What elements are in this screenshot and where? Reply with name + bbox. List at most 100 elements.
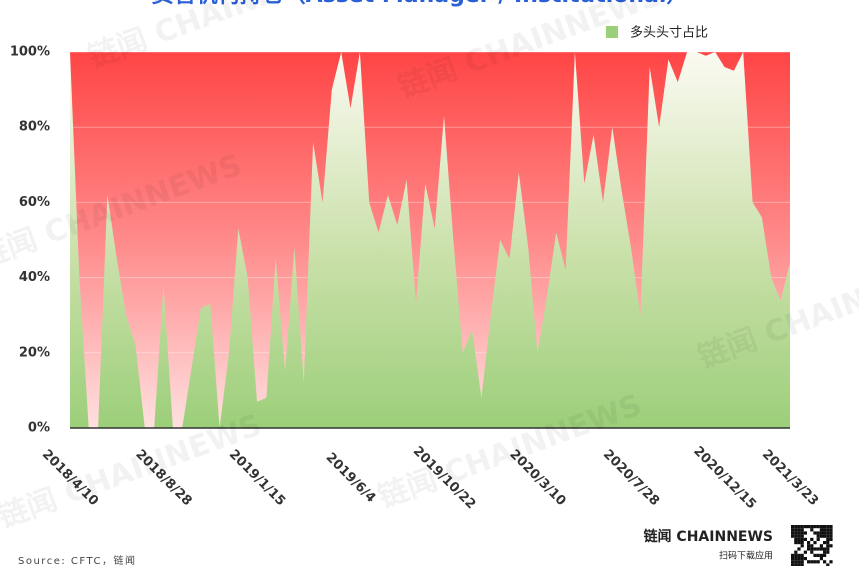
- qr-cell: [813, 531, 817, 535]
- qr-cell: [800, 537, 804, 541]
- y-tick-label: 60%: [19, 195, 50, 210]
- qr-cell: [829, 560, 833, 564]
- qr-cell: [803, 525, 807, 529]
- legend-label: 多头头寸占比: [630, 25, 708, 41]
- qr-cell: [826, 563, 830, 566]
- qr-cell: [791, 563, 795, 566]
- qr-cell: [813, 560, 817, 564]
- qr-cell: [800, 560, 804, 564]
- logo-brand: 链闻 CHAINNEWS: [644, 528, 773, 545]
- qr-cell: [800, 531, 804, 535]
- qr-cell: [826, 531, 830, 535]
- qr-cell: [813, 547, 817, 551]
- qr-cell: [810, 544, 814, 548]
- qr-cell: [816, 525, 820, 529]
- qr-cell: [794, 541, 798, 545]
- qr-cell: [816, 531, 820, 535]
- qr-cell: [794, 534, 798, 538]
- source-note: Source: CFTC，链闻: [18, 554, 136, 566]
- qr-cell: [807, 525, 811, 529]
- qr-cell: [813, 553, 817, 557]
- y-tick-label: 40%: [19, 270, 50, 285]
- y-tick-label: 20%: [19, 345, 50, 360]
- qr-cell: [797, 525, 801, 529]
- qr-cell: [829, 537, 833, 541]
- qr-cell: [819, 534, 823, 538]
- qr-cell: [791, 560, 795, 564]
- qr-cell: [791, 525, 795, 529]
- qr-cell: [826, 544, 830, 548]
- qr-cell: [797, 528, 801, 532]
- y-tick-label: 100%: [10, 45, 50, 60]
- x-tick-label: 2019/6/4: [323, 450, 379, 506]
- qr-cell: [816, 537, 820, 541]
- qr-cell: [797, 563, 801, 566]
- qr-cell: [816, 547, 820, 551]
- qr-cell: [800, 541, 804, 545]
- qr-cell: [791, 531, 795, 535]
- qr-cell: [800, 525, 804, 529]
- qr-cell: [794, 525, 798, 529]
- qr-cell: [810, 537, 814, 541]
- qr-cell: [829, 544, 833, 548]
- qr-cell: [826, 541, 830, 545]
- qr-cell: [810, 547, 814, 551]
- qr-cell: [823, 534, 827, 538]
- qr-cell: [797, 560, 801, 564]
- legend-swatch: [606, 26, 618, 38]
- qr-cell: [829, 531, 833, 535]
- x-tick-label: 2020/7/28: [600, 447, 662, 509]
- qr-cell: [819, 553, 823, 557]
- qr-cell: [807, 541, 811, 545]
- qr-cell: [794, 560, 798, 564]
- qr-cell: [829, 525, 833, 529]
- qr-cell: [791, 528, 795, 532]
- qr-cell: [816, 560, 820, 564]
- qr-cell: [800, 557, 804, 561]
- qr-cell: [797, 531, 801, 535]
- qr-cell: [826, 537, 830, 541]
- qr-cell: [797, 537, 801, 541]
- qr-cell: [803, 557, 807, 561]
- qr-cell: [823, 547, 827, 551]
- qr-cell: [816, 534, 820, 538]
- qr-cell: [819, 525, 823, 529]
- qr-cell: [800, 528, 804, 532]
- qr-cell: [816, 553, 820, 557]
- qr-cell: [813, 525, 817, 529]
- area-series: [70, 52, 790, 428]
- logo-caption: 扫码下载应用: [719, 550, 773, 562]
- qr-cell: [791, 534, 795, 538]
- x-tick-label: 2020/12/15: [690, 444, 758, 512]
- qr-cell: [823, 560, 827, 564]
- qr-cell: [794, 557, 798, 561]
- qr-cell: [823, 528, 827, 532]
- qr-cell: [803, 537, 807, 541]
- qr-cell: [823, 531, 827, 535]
- qr-code: [791, 525, 833, 566]
- x-tick-label: 2021/3/23: [759, 447, 821, 509]
- qr-cell: [829, 528, 833, 532]
- qr-cell: [819, 528, 823, 532]
- x-tick-label: 2019/1/15: [226, 447, 288, 509]
- qr-cell: [807, 547, 811, 551]
- qr-cell: [794, 563, 798, 566]
- qr-cell: [823, 550, 827, 554]
- y-tick-label: 0%: [28, 421, 50, 436]
- qr-cell: [829, 534, 833, 538]
- qr-cell: [819, 544, 823, 548]
- qr-cell: [800, 553, 804, 557]
- qr-cell: [819, 557, 823, 561]
- qr-cell: [794, 537, 798, 541]
- y-tick-label: 80%: [19, 120, 50, 135]
- qr-cell: [826, 534, 830, 538]
- qr-cell: [823, 541, 827, 545]
- qr-cell: [826, 547, 830, 551]
- qr-cell: [810, 560, 814, 564]
- qr-cell: [819, 547, 823, 551]
- chart-title: 资管机构持仓（Asset Manager / Institutional）: [152, 0, 689, 8]
- qr-cell: [800, 544, 804, 548]
- qr-cell: [800, 563, 804, 566]
